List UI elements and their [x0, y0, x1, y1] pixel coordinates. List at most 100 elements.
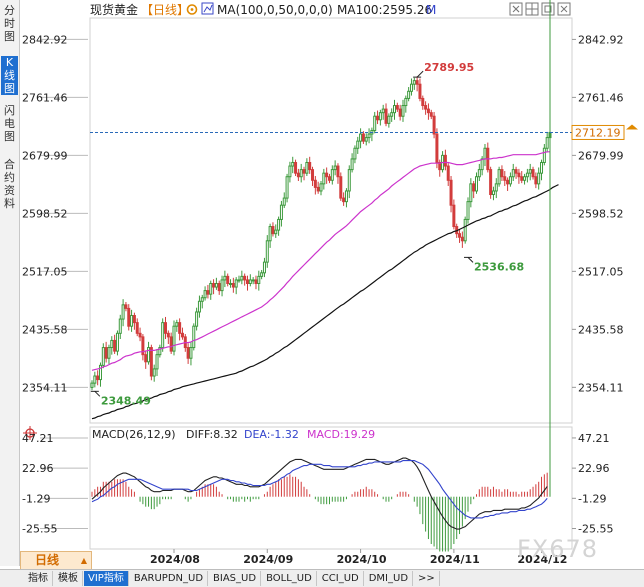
period-selector[interactable]: 日线 ▲	[20, 551, 92, 570]
candle-body	[322, 172, 326, 185]
restore-icon[interactable]	[541, 2, 555, 16]
price-tick-label: 2354.11	[578, 381, 624, 394]
candle-body	[132, 315, 136, 324]
price-tick-label-left: 2761.46	[22, 91, 68, 104]
tab-flash-chart[interactable]: 闪电图	[4, 104, 15, 143]
tab-contract-info[interactable]: 合约资料	[4, 158, 15, 210]
candle-body	[268, 226, 272, 242]
price-tick-label-left: 2354.11	[22, 381, 68, 394]
current-price-marker-icon	[626, 124, 638, 130]
window-controls	[509, 2, 571, 16]
side-tab-bar: 分时图 K线图 闪电图 合约资料	[0, 0, 20, 566]
candle-body	[254, 279, 258, 284]
candle-body	[130, 315, 134, 327]
candle-body	[217, 282, 221, 292]
candle-body	[186, 347, 190, 359]
macd-diff-line	[91, 457, 548, 530]
candle-body	[477, 169, 481, 178]
expand-icon[interactable]	[509, 2, 523, 16]
candle-body	[350, 158, 354, 171]
candle-body	[325, 172, 329, 178]
candle-body	[523, 176, 527, 181]
candle-body	[299, 169, 303, 178]
instrument-title: 现货黄金	[90, 2, 138, 17]
candle-body	[161, 322, 165, 349]
layout-icon[interactable]	[525, 2, 539, 16]
candle-body	[209, 282, 213, 295]
indicator-tab[interactable]: 模板	[54, 571, 83, 586]
indicator-tab[interactable]: DMI_UD	[365, 571, 414, 586]
ma-parameters: MA(100,0,50,0,0,0)	[217, 3, 333, 17]
candle-body	[330, 169, 334, 181]
price-tick-label-left: 2679.99	[22, 149, 68, 162]
candle-body	[418, 83, 422, 99]
price-tick-label: 2435.58	[578, 323, 624, 336]
candle-body	[147, 347, 151, 363]
price-tick-label: 2598.52	[578, 207, 624, 220]
candle-body	[424, 105, 428, 110]
moving-average-lines	[91, 151, 559, 420]
candle-body	[101, 347, 105, 366]
macd-tick-label: 47.21	[578, 432, 610, 445]
candle-body	[223, 275, 227, 281]
ma100-line	[91, 184, 559, 420]
settings-gear-icon[interactable]	[186, 4, 198, 15]
candle-body	[212, 282, 216, 288]
candle-body	[390, 112, 394, 117]
candle-body	[144, 354, 148, 363]
price-axis: 2842.92 2842.92 2761.46 2761.46 2679.99 2679.…	[22, 33, 624, 394]
macd-value: MACD:19.29	[307, 428, 375, 441]
period-tag: 【日线】	[141, 3, 189, 17]
crosshair-icon[interactable]	[23, 426, 37, 440]
candle-body	[472, 183, 476, 192]
candle-body	[381, 108, 385, 114]
candle-body	[279, 204, 283, 220]
candle-body	[115, 332, 119, 352]
candle-body	[121, 304, 125, 320]
candle-body	[463, 218, 467, 242]
candle-body	[361, 133, 365, 142]
candle-body	[542, 147, 546, 163]
candle-body	[237, 279, 241, 282]
macd-tick-label: -25.55	[578, 523, 613, 536]
indicator-tab[interactable]: VIP指标	[84, 571, 129, 586]
indicator-toggle-icon[interactable]	[201, 2, 214, 15]
candle-body	[514, 169, 518, 174]
candle-body	[525, 172, 529, 178]
candle-body	[506, 179, 510, 185]
macd-tick-label: 22.96	[578, 462, 610, 475]
candle-body	[282, 197, 286, 206]
candle-body	[446, 165, 450, 181]
candle-body	[384, 108, 388, 124]
close-icon[interactable]	[557, 2, 571, 16]
price-annotations: 2712.19 2789.95 2536.68 2348.49	[90, 61, 638, 407]
indicator-tab[interactable]: CCI_UD	[318, 571, 364, 586]
candle-body	[271, 226, 275, 235]
macd-panel-frame	[89, 426, 573, 550]
candle-body	[149, 347, 153, 377]
price-tick-label: 2761.46	[578, 91, 624, 104]
indicator-tab[interactable]: BARUPDN_UD	[130, 571, 209, 586]
candle-body	[155, 354, 159, 370]
candle-body	[206, 290, 210, 295]
tab-kline[interactable]: K线图	[1, 56, 18, 95]
candle-body	[344, 190, 348, 203]
candle-body	[545, 137, 549, 149]
extreme-label: 2536.68	[474, 260, 524, 273]
tab-time-sharing[interactable]: 分时图	[4, 4, 15, 43]
date-tick-label: 2024/09	[243, 553, 293, 566]
candle-body	[158, 347, 162, 356]
candle-body	[458, 233, 462, 238]
candle-body	[274, 229, 278, 235]
candle-body	[398, 108, 402, 117]
candle-body	[240, 275, 244, 281]
candle-body	[234, 279, 238, 288]
macd-diff: DIFF:8.32	[186, 428, 238, 441]
extreme-pointer	[416, 70, 424, 78]
indicator-tab[interactable]: BOLL_UD	[262, 571, 317, 586]
candle-body	[316, 186, 320, 192]
indicator-tab[interactable]: BIAS_UD	[209, 571, 262, 586]
indicator-tab[interactable]: 指标	[24, 571, 53, 586]
chart-canvas: 现货黄金 【日线】 MA(100,0,50,0,0,0) MA100:2595.…	[22, 0, 638, 566]
indicator-tab[interactable]: >>	[414, 571, 440, 586]
